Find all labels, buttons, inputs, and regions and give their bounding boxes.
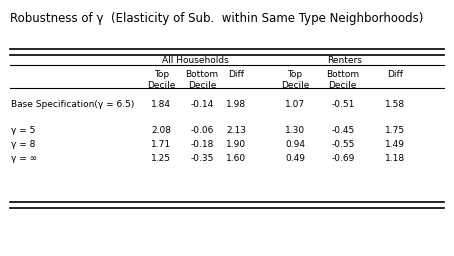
Text: Bottom
Decile: Bottom Decile xyxy=(186,70,218,91)
Text: -0.18: -0.18 xyxy=(190,140,214,149)
Text: Top
Decile: Top Decile xyxy=(147,70,175,91)
Text: Diff: Diff xyxy=(387,70,403,79)
Text: -0.14: -0.14 xyxy=(190,100,214,110)
Text: Diff: Diff xyxy=(228,70,244,79)
Text: Base Specification(γ = 6.5): Base Specification(γ = 6.5) xyxy=(11,100,135,110)
Text: 2.13: 2.13 xyxy=(226,126,246,135)
Text: 1.75: 1.75 xyxy=(385,126,405,135)
Text: Renters: Renters xyxy=(328,56,362,65)
Text: 1.98: 1.98 xyxy=(226,100,246,110)
Text: γ = 5: γ = 5 xyxy=(11,126,36,135)
Text: γ = 8: γ = 8 xyxy=(11,140,36,149)
Text: -0.55: -0.55 xyxy=(331,140,355,149)
Text: γ = ∞: γ = ∞ xyxy=(11,154,38,163)
Text: 1.07: 1.07 xyxy=(285,100,305,110)
Text: 1.18: 1.18 xyxy=(385,154,405,163)
Text: 1.58: 1.58 xyxy=(385,100,405,110)
Text: -0.45: -0.45 xyxy=(331,126,355,135)
Text: 1.90: 1.90 xyxy=(226,140,246,149)
Text: -0.51: -0.51 xyxy=(331,100,355,110)
Text: 0.49: 0.49 xyxy=(285,154,305,163)
Text: 1.71: 1.71 xyxy=(151,140,171,149)
Text: -0.69: -0.69 xyxy=(331,154,355,163)
Text: Bottom
Decile: Bottom Decile xyxy=(326,70,359,91)
Text: 1.60: 1.60 xyxy=(226,154,246,163)
Text: 1.84: 1.84 xyxy=(151,100,171,110)
Text: 1.49: 1.49 xyxy=(385,140,405,149)
Text: 0.94: 0.94 xyxy=(285,140,305,149)
Text: 1.30: 1.30 xyxy=(285,126,305,135)
Text: Top
Decile: Top Decile xyxy=(281,70,309,91)
Text: Robustness of γ  (Elasticity of Sub.  within Same Type Neighborhoods): Robustness of γ (Elasticity of Sub. with… xyxy=(10,12,424,25)
Text: 2.08: 2.08 xyxy=(151,126,171,135)
Text: -0.35: -0.35 xyxy=(190,154,214,163)
Text: 1.25: 1.25 xyxy=(151,154,171,163)
Text: All Households: All Households xyxy=(162,56,229,65)
Text: -0.06: -0.06 xyxy=(190,126,214,135)
